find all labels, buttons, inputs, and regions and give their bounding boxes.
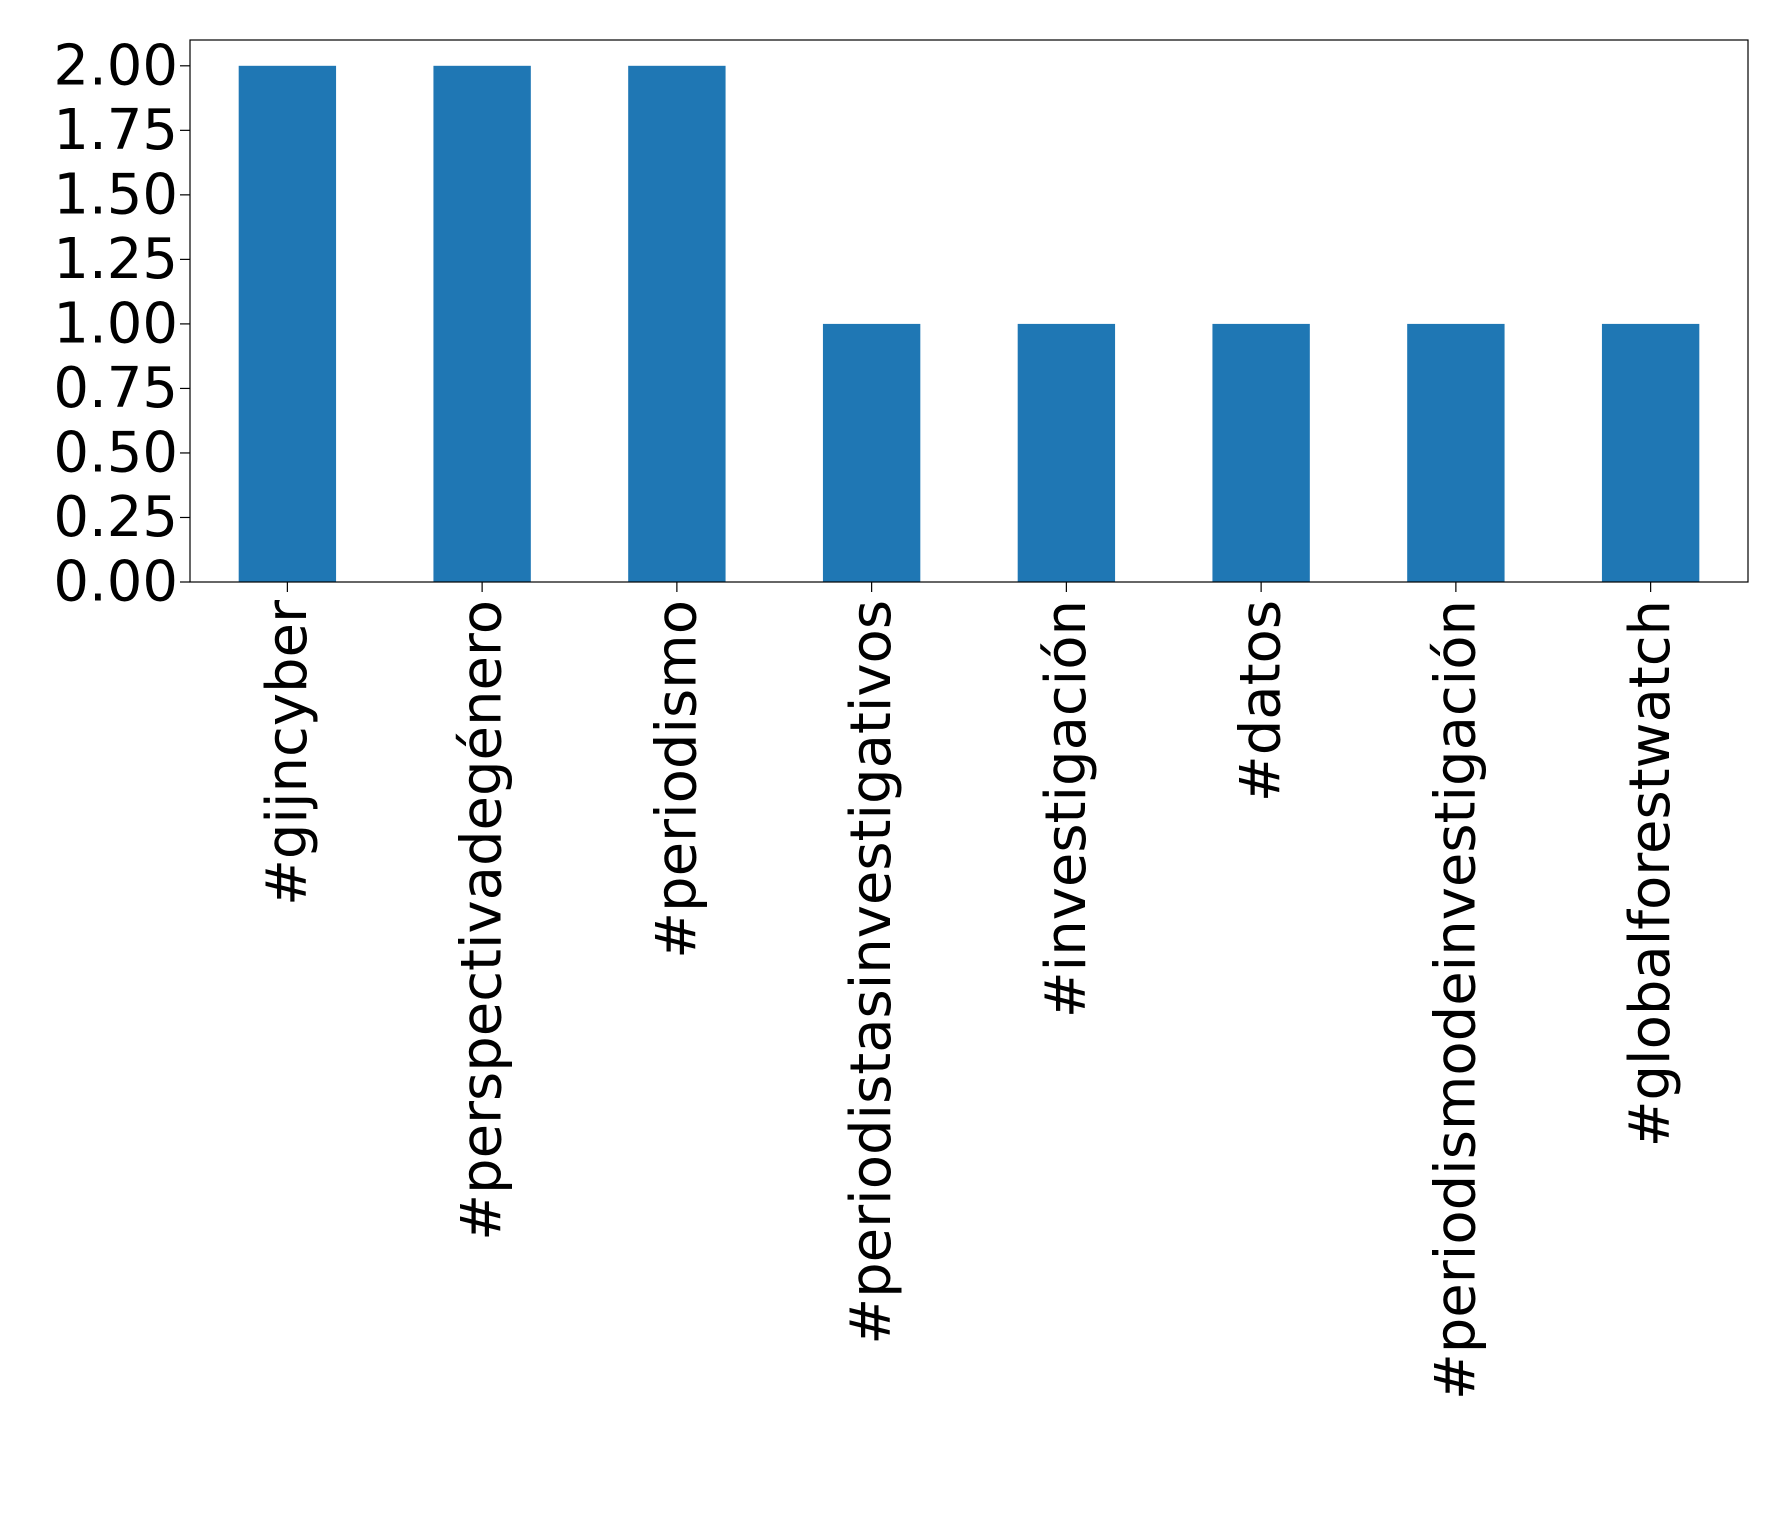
y-tick-label: 0.25: [53, 485, 178, 550]
bar-1: [433, 65, 531, 582]
bar-7: [1601, 323, 1700, 582]
x-tick-label: #periodismodeinvestigación: [1423, 600, 1488, 1400]
bar-3: [822, 323, 921, 582]
bar-4: [1017, 323, 1116, 582]
bar-6: [1407, 323, 1505, 582]
y-tick-label: 0.75: [53, 356, 178, 421]
bar-2: [628, 65, 726, 582]
y-tick-label: 1.50: [53, 162, 178, 227]
x-tick-label: #gijncyber: [255, 599, 320, 906]
y-tick-label: 0.50: [53, 420, 178, 485]
x-tick-label: #periodistasinvestigativos: [839, 600, 904, 1345]
axes-layer: [189, 39, 1749, 583]
y-tick-label: 1.75: [53, 98, 178, 163]
bars-layer: [238, 65, 1700, 582]
x-tick-label: #perspectivadegénero: [450, 600, 515, 1241]
x-tick-label: #periodismo: [644, 600, 709, 959]
plot-frame: [189, 39, 1749, 583]
x-tick-label: #globalforestwatch: [1618, 600, 1683, 1147]
x-tick-label: #investigación: [1034, 600, 1099, 1018]
y-tick-label: 1.00: [53, 291, 178, 356]
y-tick-label: 1.25: [53, 227, 178, 292]
x-tick-label: #datos: [1229, 600, 1294, 802]
bar-0: [238, 65, 337, 582]
bar-5: [1212, 323, 1310, 582]
y-tick-label: 0.00: [53, 550, 178, 615]
y-axis-ticks: 0.000.250.500.751.001.251.501.752.00: [53, 33, 190, 615]
y-tick-label: 2.00: [53, 33, 178, 98]
x-axis-ticks: #gijncyber #perspectivadegénero #periodism…: [255, 582, 1683, 1400]
